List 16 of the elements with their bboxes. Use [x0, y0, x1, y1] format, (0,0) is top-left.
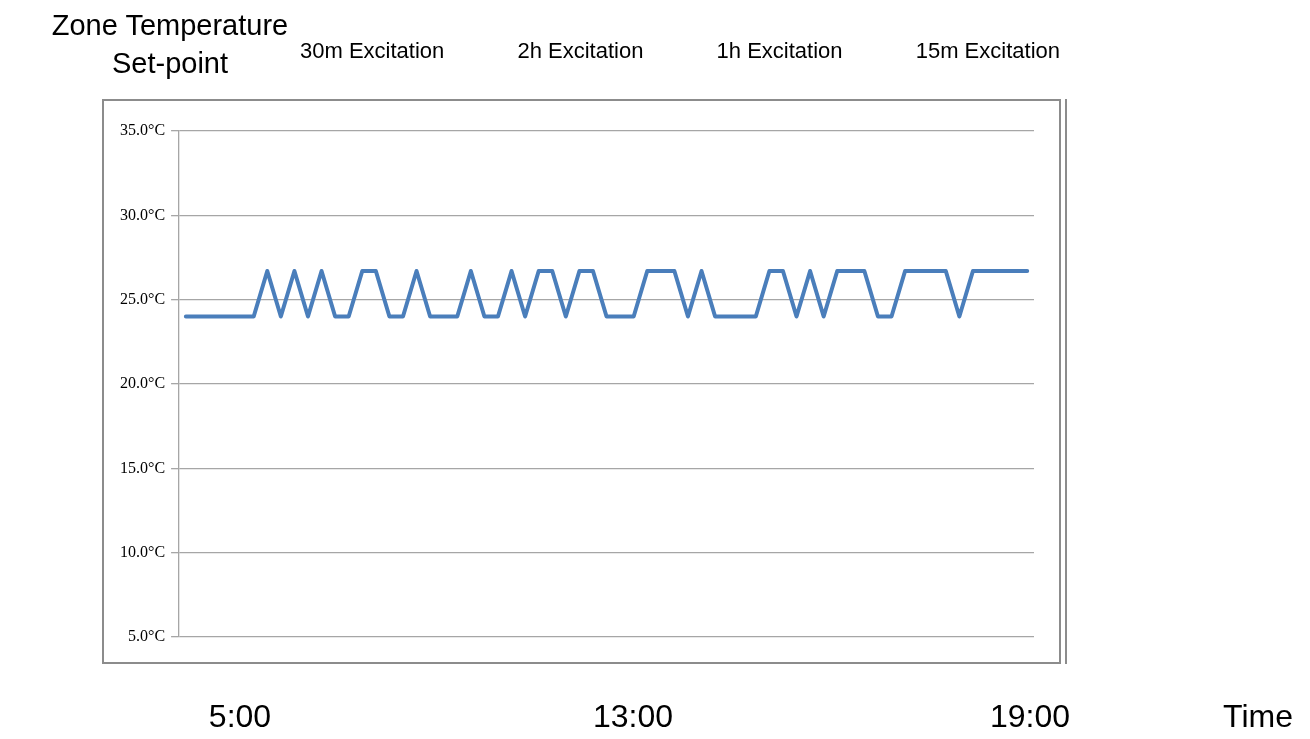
text: Time: [1223, 698, 1293, 735]
text: 15m Excitation: [915, 38, 1060, 64]
text: 5:00: [208, 698, 272, 735]
y-tick-label: 10.0°C: [119, 542, 166, 560]
y-tick-label: 20.0°C: [119, 374, 166, 392]
text: 1h Excitation: [716, 38, 843, 64]
text: 13:00: [592, 698, 674, 735]
y-tick-label: 30.0°C: [119, 205, 166, 223]
y-tick-label: 15.0°C: [119, 458, 166, 476]
text: 19:00: [989, 698, 1071, 735]
y-axis-title: Zone Temperature Set-point: [51, 9, 289, 79]
text: 30m Excitation: [300, 38, 445, 64]
y-tick-label: 35.0°C: [119, 121, 166, 139]
y-tick-label: 5.0°C: [127, 627, 166, 645]
text: 2h Excitation: [517, 38, 644, 64]
y-tick-label: 25.0°C: [119, 289, 166, 307]
